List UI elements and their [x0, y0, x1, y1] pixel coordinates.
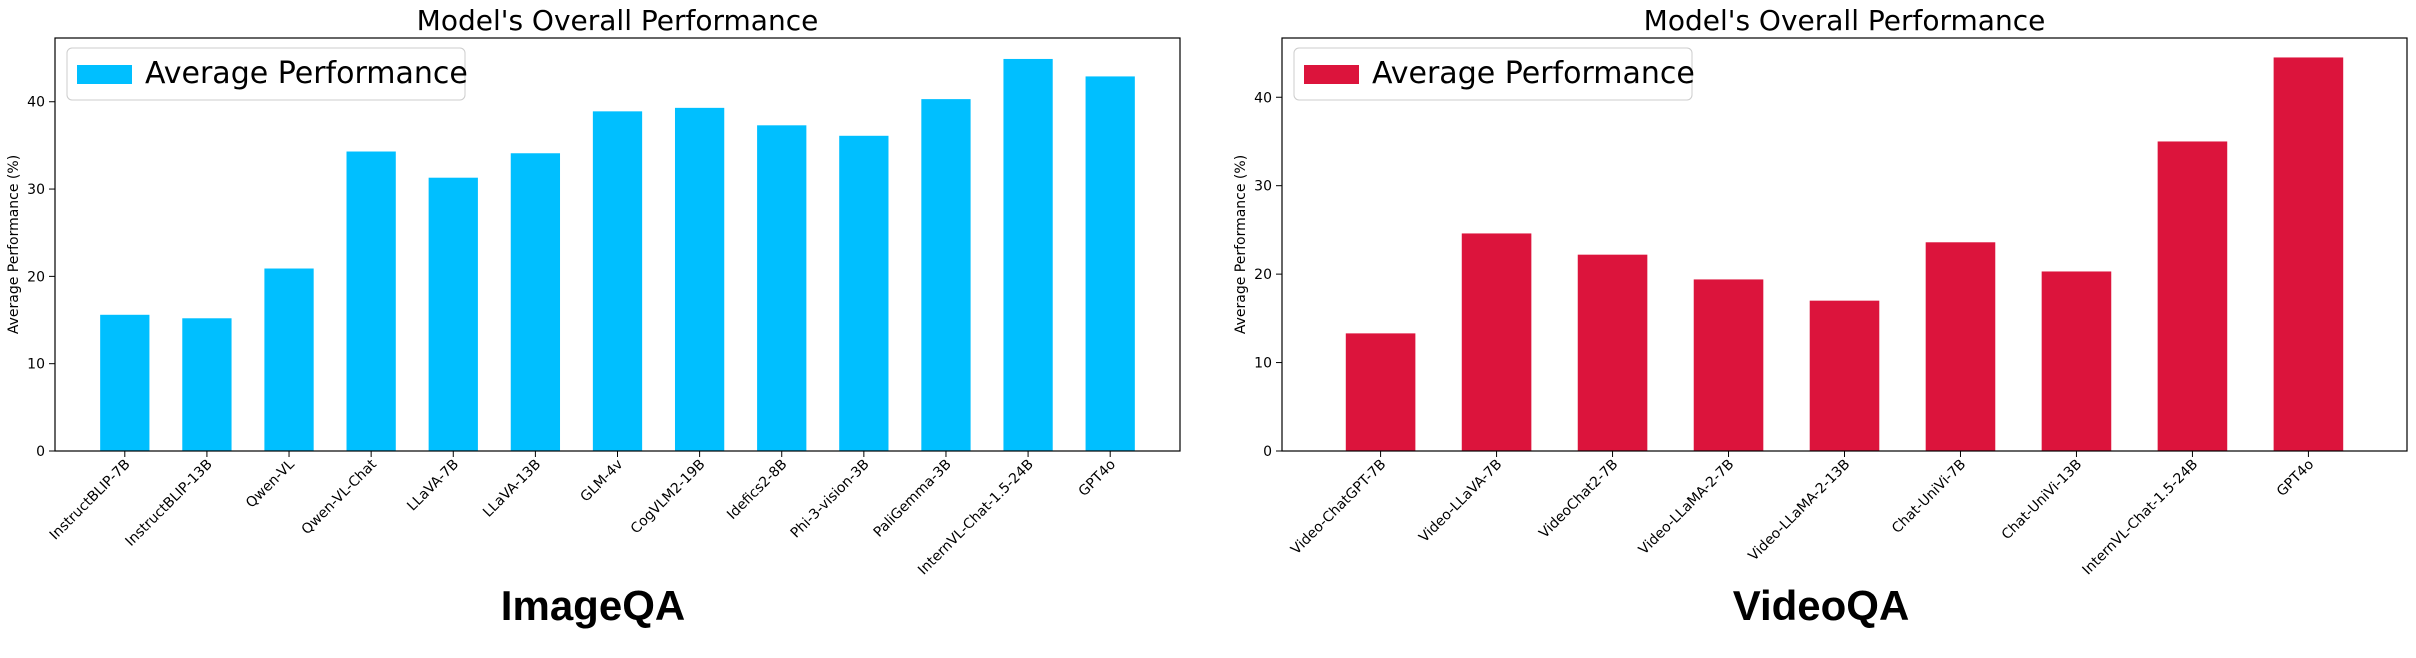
videoqa-bar: [2273, 57, 2344, 451]
imageqa-bar: [757, 125, 807, 452]
videoqa-legend-box: [1293, 47, 1693, 101]
imageqa-bar: [1003, 58, 1053, 452]
imageqa-x-tick-label: InstructBLIP-7B: [47, 457, 134, 544]
imageqa-x-tick-label: LLaVA-7B: [404, 457, 462, 515]
imageqa-x-tick-label: InstructBLIP-13B: [123, 457, 216, 550]
videoqa-bar: [1461, 233, 1532, 451]
videoqa-bar: [2041, 271, 2112, 451]
videoqa-x-tick-label: Chat-UniVi-7B: [1889, 457, 1969, 537]
videoqa-bar: [1577, 254, 1648, 451]
videoqa-x-tick-label: Video-LLaVA-7B: [1416, 457, 1505, 546]
imageqa-bar: [100, 314, 150, 451]
videoqa-bar: [1345, 333, 1416, 451]
videoqa-y-axis-label: Average Performance (%): [1233, 155, 1249, 334]
videoqa-title: Model's Overall Performance: [1644, 4, 2046, 37]
imageqa-x-tick-label: LLaVA-13B: [480, 457, 544, 521]
imageqa-x-tick-label: CogVLM2-19B: [628, 457, 709, 538]
imageqa-title: Model's Overall Performance: [417, 4, 819, 37]
imageqa-chart: 0 10 20 30 40 InstructBLIP-7BInstructBLIP-13B…: [6, 4, 1181, 578]
imageqa-legend: Average Performance: [66, 47, 468, 101]
videoqa-y-tick-label: 0: [1263, 444, 1272, 460]
imageqa-bar: [182, 318, 232, 451]
imageqa-bar: [1085, 76, 1135, 451]
videoqa-chart: 0 10 20 30 40 Video-ChatGPT-7B Video-LLaVA-7B V…: [1233, 4, 2408, 579]
videoqa-x-tick-label: InternVL-Chat-1.5-24B: [2080, 457, 2202, 579]
imageqa-x-tick-label: PaliGemma-3B: [871, 457, 955, 541]
imageqa-bar: [428, 177, 478, 451]
videoqa-x-tick-label: Video-LLaMA-2-13B: [1745, 457, 1853, 565]
imageqa-y-tick-label: 0: [36, 444, 45, 460]
videoqa-legend-label: Average Performance: [1372, 56, 1695, 91]
imageqa-legend-label: Average Performance: [145, 56, 468, 91]
videoqa-y-tick-label: 20: [1254, 267, 1272, 283]
imageqa-bar: [264, 268, 314, 451]
imageqa-x-tick-label: GPT4o: [1076, 457, 1119, 500]
imageqa-x-tick-label: Phi-3-vision-3B: [788, 457, 873, 542]
imageqa-bar: [510, 153, 561, 452]
imageqa-y-axis-label: Average Performance (%): [6, 155, 22, 334]
imageqa-bar: [674, 107, 725, 452]
videoqa-x-tick-label: GPT4o: [2274, 457, 2317, 500]
videoqa-caption: VideoQA: [1732, 582, 1910, 629]
videoqa-legend: Average Performance: [1293, 47, 1695, 101]
videoqa-bar: [1925, 242, 1996, 451]
videoqa-y-tick-label: 40: [1254, 90, 1272, 106]
imageqa-bar: [346, 151, 396, 451]
imageqa-x-tick-label: Qwen-VL: [243, 456, 298, 511]
videoqa-x-tick-label: VideoChat2-7B: [1536, 457, 1621, 542]
imageqa-legend-box: [66, 47, 466, 101]
videoqa-y-tick-label: 30: [1254, 179, 1272, 195]
videoqa-legend-swatch: [1304, 65, 1359, 84]
imageqa-y-tick-label: 10: [27, 357, 45, 373]
imageqa-bar: [592, 111, 643, 452]
videoqa-y-tick-label: 10: [1254, 356, 1272, 372]
imageqa-legend-swatch: [77, 65, 132, 84]
imageqa-caption: ImageQA: [500, 582, 686, 629]
imageqa-y-tick-label: 40: [27, 95, 45, 111]
videoqa-x-tick-label: Chat-UniVi-13B: [1999, 457, 2086, 544]
videoqa-x-tick-label: Video-LLaMA-2-7B: [1636, 457, 1738, 559]
imageqa-x-tick-label: Qwen-VL-Chat: [299, 456, 381, 538]
imageqa-x-tick-label: GLM-4v: [578, 457, 627, 506]
imageqa-bar: [839, 135, 889, 451]
imageqa-x-tick-label: Idefics2-8B: [724, 457, 790, 523]
imageqa-y-tick-label: 30: [27, 182, 45, 198]
videoqa-bar: [1809, 300, 1880, 451]
imageqa-y-tick-label: 20: [27, 269, 45, 285]
videoqa-bar: [2157, 141, 2228, 452]
videoqa-bar: [1693, 279, 1764, 451]
videoqa-x-tick-label: Video-ChatGPT-7B: [1288, 457, 1389, 558]
imageqa-bar: [921, 99, 971, 451]
